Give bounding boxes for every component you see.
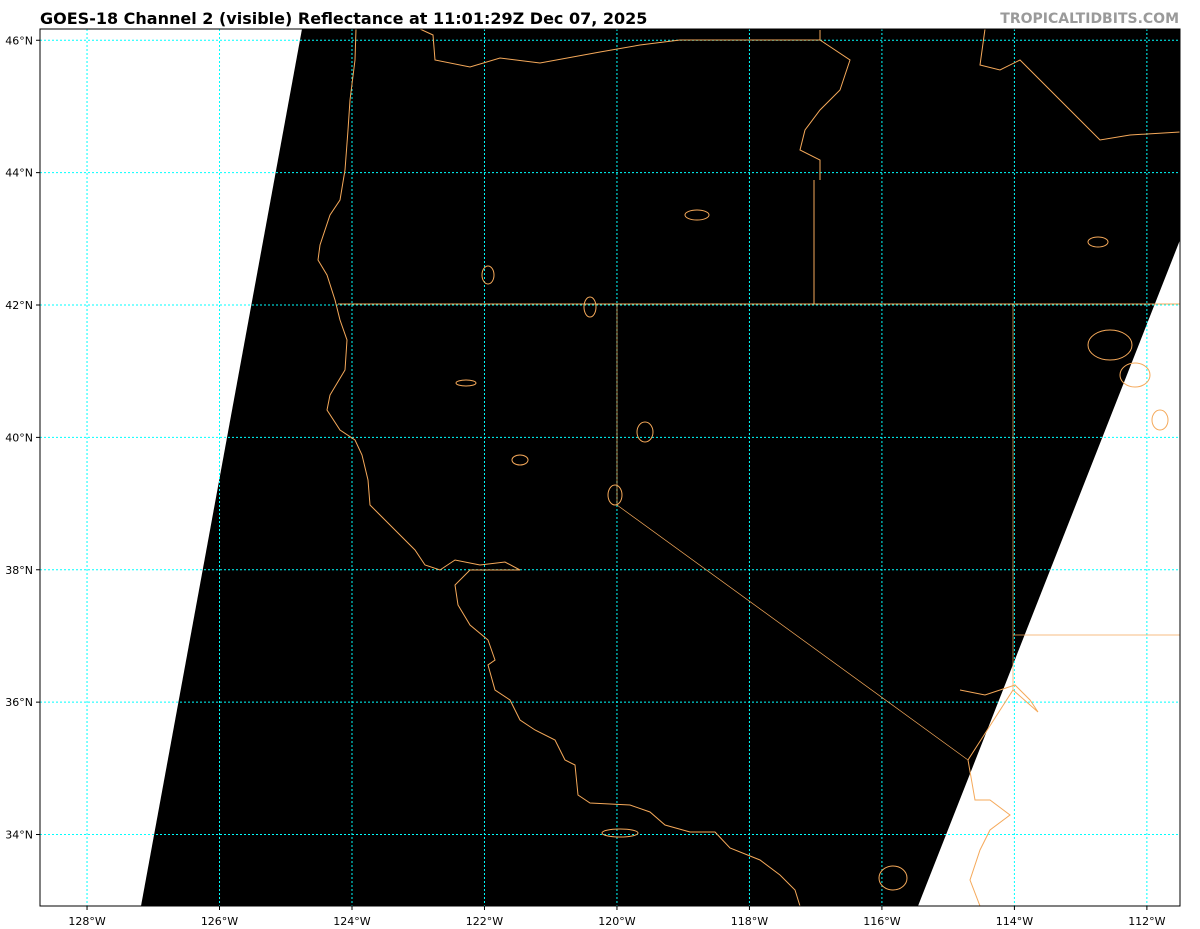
lat-tick-label: 38°N xyxy=(5,564,33,577)
imagery-swath xyxy=(141,29,1180,906)
lon-tick-label: 124°W xyxy=(333,915,370,928)
colorado-river xyxy=(959,684,1039,906)
credit-watermark: TROPICALTIDBITS.COM xyxy=(1000,11,1179,27)
axis-ticks: 128°W 126°W 124°W 122°W 120°W 118°W 116°W 114°W… xyxy=(5,34,1165,928)
lake xyxy=(455,379,477,387)
lat-tick-label: 40°N xyxy=(5,431,33,444)
coastlines-borders xyxy=(317,29,1180,906)
lon-tick-label: 116°W xyxy=(863,915,900,928)
lon-tick-label: 112°W xyxy=(1128,915,1165,928)
lon-tick-label: 128°W xyxy=(68,915,105,928)
map-title: GOES-18 Channel 2 (visible) Reflectance … xyxy=(40,9,648,28)
lat-tick-label: 36°N xyxy=(5,696,33,709)
lat-tick-label: 34°N xyxy=(5,829,33,842)
lake xyxy=(636,421,654,443)
lat-tick-label: 46°N xyxy=(5,34,33,47)
lake xyxy=(1087,329,1133,361)
lon-tick-label: 126°W xyxy=(201,915,238,928)
lat-tick-label: 42°N xyxy=(5,299,33,312)
lake xyxy=(511,454,529,466)
lake xyxy=(684,209,710,221)
lon-tick-label: 120°W xyxy=(598,915,635,928)
lon-tick-label: 122°W xyxy=(466,915,503,928)
map-frame xyxy=(39,28,1181,907)
salton-sea xyxy=(878,865,908,891)
snake-river xyxy=(799,39,851,180)
lake xyxy=(481,265,495,285)
coastline xyxy=(317,29,801,906)
lat-tick-label: 44°N xyxy=(5,167,33,180)
gridlines xyxy=(40,29,1180,906)
lon-tick-label: 118°W xyxy=(731,915,768,928)
lake xyxy=(1151,409,1169,431)
columbia-river xyxy=(356,29,821,68)
lake xyxy=(583,296,597,318)
lake xyxy=(1119,362,1151,388)
lon-tick-label: 114°W xyxy=(996,915,1033,928)
channel-island xyxy=(601,828,639,838)
lake-tahoe xyxy=(607,484,623,506)
lake xyxy=(1087,236,1109,248)
great-lakes-shore xyxy=(979,29,1180,141)
